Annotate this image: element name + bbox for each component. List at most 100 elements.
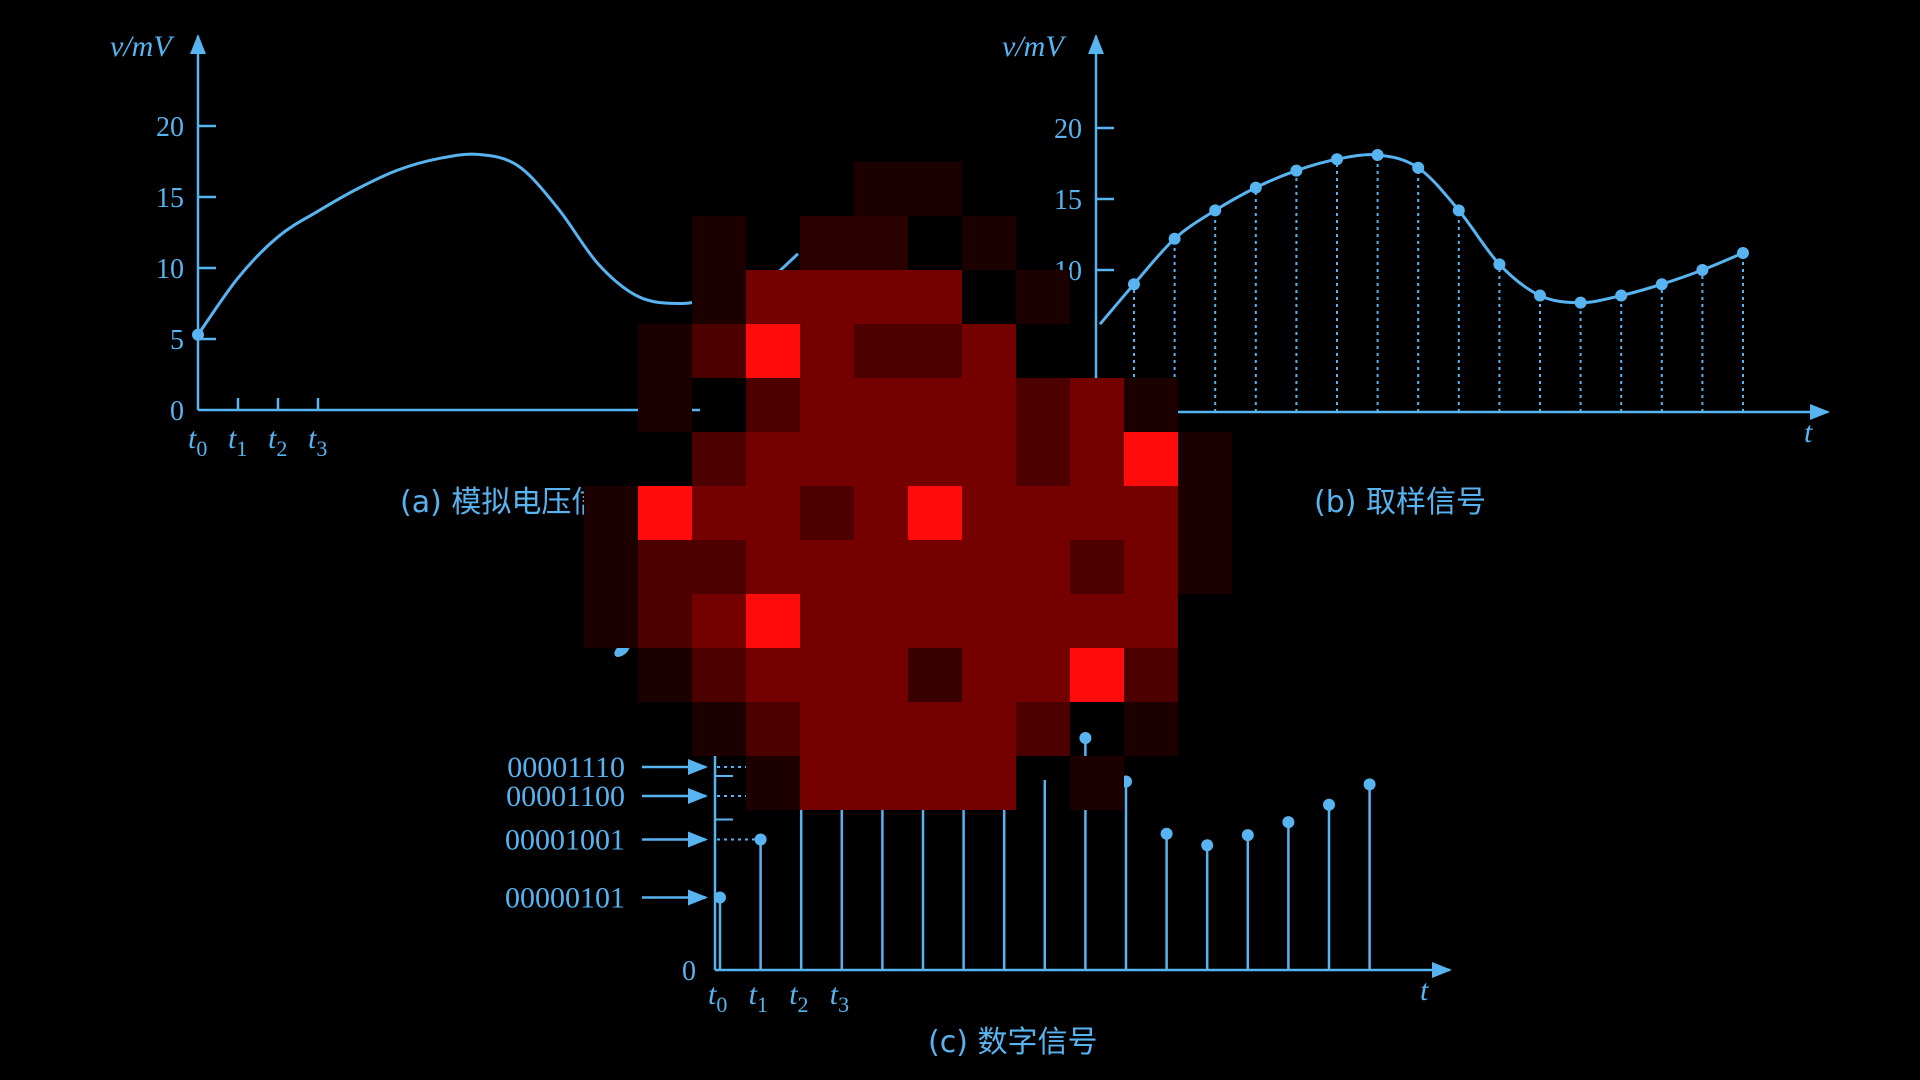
mosaic-pixel xyxy=(1178,432,1232,486)
mosaic-pixel xyxy=(692,432,746,486)
mosaic-pixel xyxy=(908,378,962,432)
panel-c-code-label: 00001100 xyxy=(506,780,625,813)
panel-b-sample-point xyxy=(1534,289,1546,302)
mosaic-pixel xyxy=(692,270,746,324)
mosaic-pixel xyxy=(854,540,908,594)
panel-c-digital-signal: 0 t t0 t1 t2 t3 000011100000110000001001000… xyxy=(505,690,1452,1060)
mosaic-pixel xyxy=(746,486,800,540)
mosaic-pixel xyxy=(746,324,800,378)
mosaic-pixel xyxy=(800,594,854,648)
panel-b-y-tick-label: 20 xyxy=(1054,114,1082,145)
mosaic-pixel xyxy=(1070,648,1124,702)
mosaic-pixel xyxy=(1124,540,1178,594)
mosaic-pixel xyxy=(1016,378,1070,432)
mosaic-pixel xyxy=(800,378,854,432)
mosaic-pixel xyxy=(746,594,800,648)
mosaic-pixel xyxy=(908,702,962,756)
mosaic-pixel xyxy=(800,648,854,702)
mosaic-pixel xyxy=(800,432,854,486)
mosaic-pixel xyxy=(584,540,638,594)
mosaic-pixel xyxy=(692,324,746,378)
panel-b-sample-point xyxy=(1452,204,1465,217)
mosaic-pixel xyxy=(908,594,962,648)
mosaic-pixel xyxy=(854,378,908,432)
panel-c-stem-point xyxy=(714,891,726,904)
mosaic-pixel xyxy=(908,162,962,216)
panel-b-sample-point xyxy=(1493,258,1506,271)
mosaic-pixel xyxy=(1016,486,1070,540)
panel-b-sample-lines xyxy=(1133,154,1744,412)
panel-a-x-tick-label: t3 xyxy=(308,422,327,461)
mosaic-pixel xyxy=(1016,702,1070,756)
mosaic-pixel xyxy=(908,756,962,810)
panel-b-sample-point xyxy=(1249,181,1262,194)
panel-b-caption: (b) 取样信号 xyxy=(1314,485,1486,520)
mosaic-pixel xyxy=(800,702,854,756)
mosaic-pixel xyxy=(908,324,962,378)
mosaic-pixel xyxy=(854,270,908,324)
mosaic-pixel xyxy=(800,216,854,270)
mosaic-pixel xyxy=(962,702,1016,756)
mosaic-pixel xyxy=(638,648,692,702)
panel-b-sample-point xyxy=(1412,161,1425,174)
mosaic-pixel xyxy=(584,594,638,648)
mosaic-pixel xyxy=(854,486,908,540)
mosaic-pixel xyxy=(1016,648,1070,702)
mosaic-pixel xyxy=(962,324,1016,378)
panel-c-x-axis-label: t xyxy=(1420,974,1429,1007)
mosaic-pixel xyxy=(962,648,1016,702)
panel-c-code-label: 00001001 xyxy=(505,824,625,857)
panel-a-y-tick-label: 20 xyxy=(156,112,184,143)
panel-a-y-axis-label: v/mV xyxy=(110,30,175,63)
mosaic-pixel xyxy=(692,702,746,756)
mosaic-pixel xyxy=(908,270,962,324)
panel-a-y-ticks: 20 15 10 5 0 xyxy=(156,112,216,427)
panel-a-y-tick-label: 15 xyxy=(156,183,184,214)
mosaic-pixel xyxy=(638,594,692,648)
mosaic-pixel xyxy=(854,594,908,648)
mosaic-pixel xyxy=(962,594,1016,648)
mosaic-pixel xyxy=(692,486,746,540)
panel-a-y-tick-label: 0 xyxy=(170,396,184,427)
panel-a-x-tick-label: t2 xyxy=(268,422,287,461)
mosaic-pixel xyxy=(800,324,854,378)
mosaic-pixel xyxy=(746,648,800,702)
panel-b-sample-point xyxy=(1168,232,1181,245)
mosaic-pixel xyxy=(638,540,692,594)
panel-b-sample-point xyxy=(1331,153,1343,166)
mosaic-pixel xyxy=(800,756,854,810)
panel-c-stem-point xyxy=(1079,732,1092,744)
panel-b-x-axis-label: t xyxy=(1804,416,1813,449)
mosaic-pixel xyxy=(692,216,746,270)
mosaic-pixel xyxy=(854,702,908,756)
mosaic-pixel xyxy=(854,648,908,702)
panel-c-x-tick-label: t1 xyxy=(749,978,768,1017)
mosaic-pixel xyxy=(692,648,746,702)
mosaic-pixel xyxy=(1124,702,1178,756)
panel-b-sample-point xyxy=(1290,164,1303,177)
mosaic-pixel xyxy=(638,486,692,540)
panel-c-x-tick-label: t0 xyxy=(708,978,727,1017)
panel-a-y-tick-label: 5 xyxy=(170,325,184,356)
mosaic-pixel xyxy=(800,270,854,324)
mosaic-pixel xyxy=(746,378,800,432)
mosaic-pixel xyxy=(1178,540,1232,594)
panel-a-x-tick-label: t0 xyxy=(188,422,207,461)
panel-c-stem-point xyxy=(1363,778,1376,791)
mosaic-pixel xyxy=(746,270,800,324)
panel-b-sample-point xyxy=(1128,278,1140,291)
panel-a-y-tick-label: 10 xyxy=(156,254,184,285)
panel-a-x-ticks: t0 t1 t2 t3 xyxy=(188,398,327,461)
mosaic-pixel xyxy=(1124,378,1178,432)
mosaic-pixel xyxy=(638,378,692,432)
mosaic-pixel xyxy=(962,378,1016,432)
mosaic-pixel xyxy=(962,432,1016,486)
panel-c-x-ticks: t0 t1 t2 t3 xyxy=(708,978,849,1017)
panel-b-sample-point xyxy=(1209,204,1222,217)
mosaic-pixel xyxy=(962,486,1016,540)
panel-c-stem-point xyxy=(1282,816,1295,829)
